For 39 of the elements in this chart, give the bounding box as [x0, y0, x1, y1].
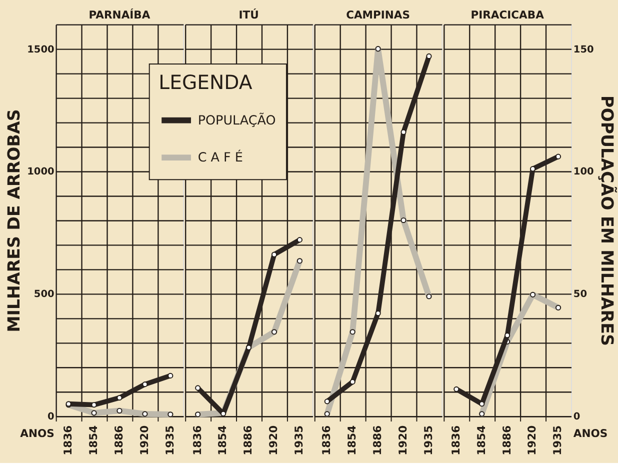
x-tick-label: 1935 [422, 425, 435, 456]
x-tick-label: 1836 [61, 425, 74, 456]
x-tick-label: 1920 [267, 425, 280, 456]
y-tick-label: 1000 [27, 166, 55, 178]
chart-title: PIRACICABA [470, 8, 545, 22]
x-axis-title: ANOS [20, 427, 54, 440]
y-axis-title: MILHARES DE ARROBAS [4, 109, 24, 332]
x-axis-title: ANOS [573, 427, 608, 440]
x-tick-label: 1836 [190, 425, 204, 456]
y2-tick-label: 50 [573, 289, 588, 300]
y-tick-label: 500 [34, 289, 55, 300]
y2-tick-label: 150 [573, 44, 594, 56]
x-tick-label: 1935 [551, 425, 564, 456]
x-tick-label: 1886 [500, 425, 514, 456]
x-tick-label: 1920 [526, 425, 539, 456]
chart-title: PARNAÍBA [88, 8, 151, 22]
x-tick-label: 1836 [449, 425, 462, 456]
x-tick-label: 1920 [396, 425, 410, 456]
legend-label: C A F É [198, 149, 243, 166]
x-tick-label: 1935 [163, 425, 176, 456]
x-tick-label: 1920 [138, 425, 151, 456]
x-tick-label: 1854 [474, 425, 488, 456]
x-tick-label: 1854 [346, 425, 359, 456]
x-tick-label: 1886 [242, 425, 255, 456]
chart-title: ITÚ [238, 8, 259, 22]
legend-title: LEGENDA [158, 71, 253, 94]
x-tick-label: 1935 [292, 425, 306, 456]
x-tick-label: 1854 [86, 425, 100, 456]
x-tick-label: 1886 [370, 425, 384, 456]
y2-tick-label: 0 [573, 412, 580, 423]
chart-title: CAMPINAS [346, 8, 410, 22]
y2-tick-label: 100 [573, 166, 594, 178]
y2-axis-title: POPULAÇÃO EM MILHARES [598, 96, 618, 346]
x-tick-label: 1854 [216, 425, 230, 456]
y-tick-label: 1500 [27, 44, 55, 56]
x-tick-label: 1836 [320, 425, 334, 456]
x-tick-label: 1886 [112, 425, 126, 456]
legend-label: POPULAÇÃO [198, 112, 276, 128]
y-tick-label: 0 [48, 412, 55, 423]
